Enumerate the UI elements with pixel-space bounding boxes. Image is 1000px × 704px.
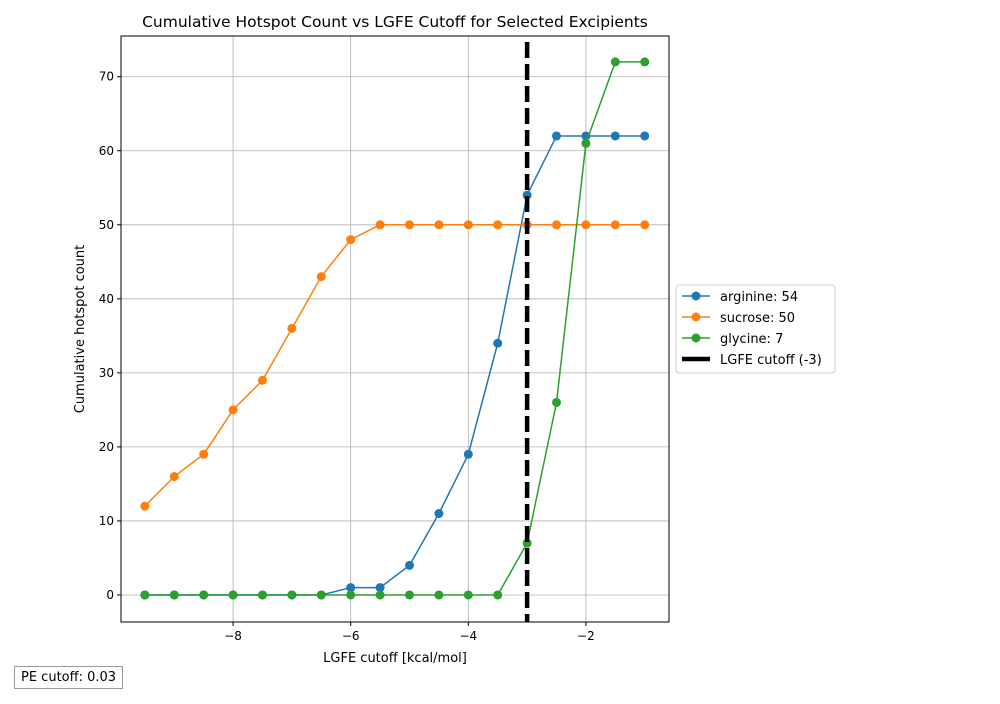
data-point-glycine (375, 590, 385, 600)
y-tick-label: 50 (99, 218, 114, 232)
legend-marker (691, 312, 701, 322)
series-line-glycine (144, 61, 645, 596)
data-point-sucrose (228, 405, 238, 415)
legend-marker (691, 333, 701, 343)
data-point-sucrose (316, 272, 326, 282)
legend-label: sucrose: 50 (720, 311, 795, 326)
legend-frame (675, 284, 836, 374)
data-point-glycine (581, 138, 591, 148)
data-point-glycine (228, 590, 238, 600)
data-point-sucrose (434, 220, 444, 230)
data-point-arginine (493, 338, 503, 348)
data-point-arginine (463, 449, 473, 459)
series-line-sucrose (144, 224, 645, 507)
data-point-arginine (375, 583, 385, 593)
data-point-glycine (463, 590, 473, 600)
pe-cutoff-annotation: PE cutoff: 0.03 (14, 666, 124, 689)
data-point-glycine (287, 590, 297, 600)
x-tick-label: −2 (577, 629, 595, 643)
data-point-glycine (552, 397, 562, 407)
data-point-sucrose (199, 449, 209, 459)
data-point-arginine (346, 583, 356, 593)
data-point-sucrose (169, 472, 179, 482)
legend-label: glycine: 7 (720, 332, 783, 347)
data-point-glycine (404, 590, 414, 600)
y-tick-label: 10 (99, 514, 114, 528)
legend-label: arginine: 54 (720, 290, 798, 305)
data-point-sucrose (463, 220, 473, 230)
data-point-glycine (434, 590, 444, 600)
data-point-glycine (610, 57, 620, 67)
data-point-glycine (199, 590, 209, 600)
data-point-sucrose (493, 220, 503, 230)
data-point-sucrose (375, 220, 385, 230)
chart-title: Cumulative Hotspot Count vs LGFE Cutoff … (142, 13, 648, 31)
data-point-glycine (346, 590, 356, 600)
data-point-glycine (140, 590, 150, 600)
y-tick-label: 20 (99, 440, 114, 454)
data-point-sucrose (581, 220, 591, 230)
legend-marker (691, 291, 701, 301)
data-point-sucrose (140, 501, 150, 511)
data-point-sucrose (287, 323, 297, 333)
data-point-glycine (493, 590, 503, 600)
data-point-arginine (434, 509, 444, 519)
legend: arginine: 54 sucrose: 50 glycine: 7 LGFE cu… (675, 284, 836, 374)
data-point-glycine (316, 590, 326, 600)
x-tick-label: −6 (342, 629, 360, 643)
data-point-glycine (257, 590, 267, 600)
x-tick-label: −4 (459, 629, 477, 643)
data-point-arginine (640, 131, 650, 141)
plot-frame (120, 35, 670, 623)
data-point-sucrose (610, 220, 620, 230)
data-point-glycine (640, 57, 650, 67)
data-point-sucrose (552, 220, 562, 230)
x-axis-label: LGFE cutoff [kcal/mol] (323, 651, 467, 666)
data-point-sucrose (404, 220, 414, 230)
data-point-arginine (404, 560, 414, 570)
x-tick-label: −8 (224, 629, 242, 643)
data-point-sucrose (257, 375, 267, 385)
y-tick-label: 40 (99, 292, 114, 306)
y-tick-label: 60 (99, 144, 114, 158)
data-point-arginine (552, 131, 562, 141)
legend-label: LGFE cutoff (-3) (720, 353, 822, 368)
y-axis-label: Cumulative hotspot count (73, 245, 88, 414)
y-tick-label: 70 (99, 70, 114, 84)
y-tick-label: 0 (106, 588, 114, 602)
data-point-glycine (169, 590, 179, 600)
y-tick-label: 30 (99, 366, 114, 380)
data-point-sucrose (346, 235, 356, 245)
series-line-arginine (144, 135, 645, 596)
data-point-arginine (610, 131, 620, 141)
data-point-sucrose (640, 220, 650, 230)
